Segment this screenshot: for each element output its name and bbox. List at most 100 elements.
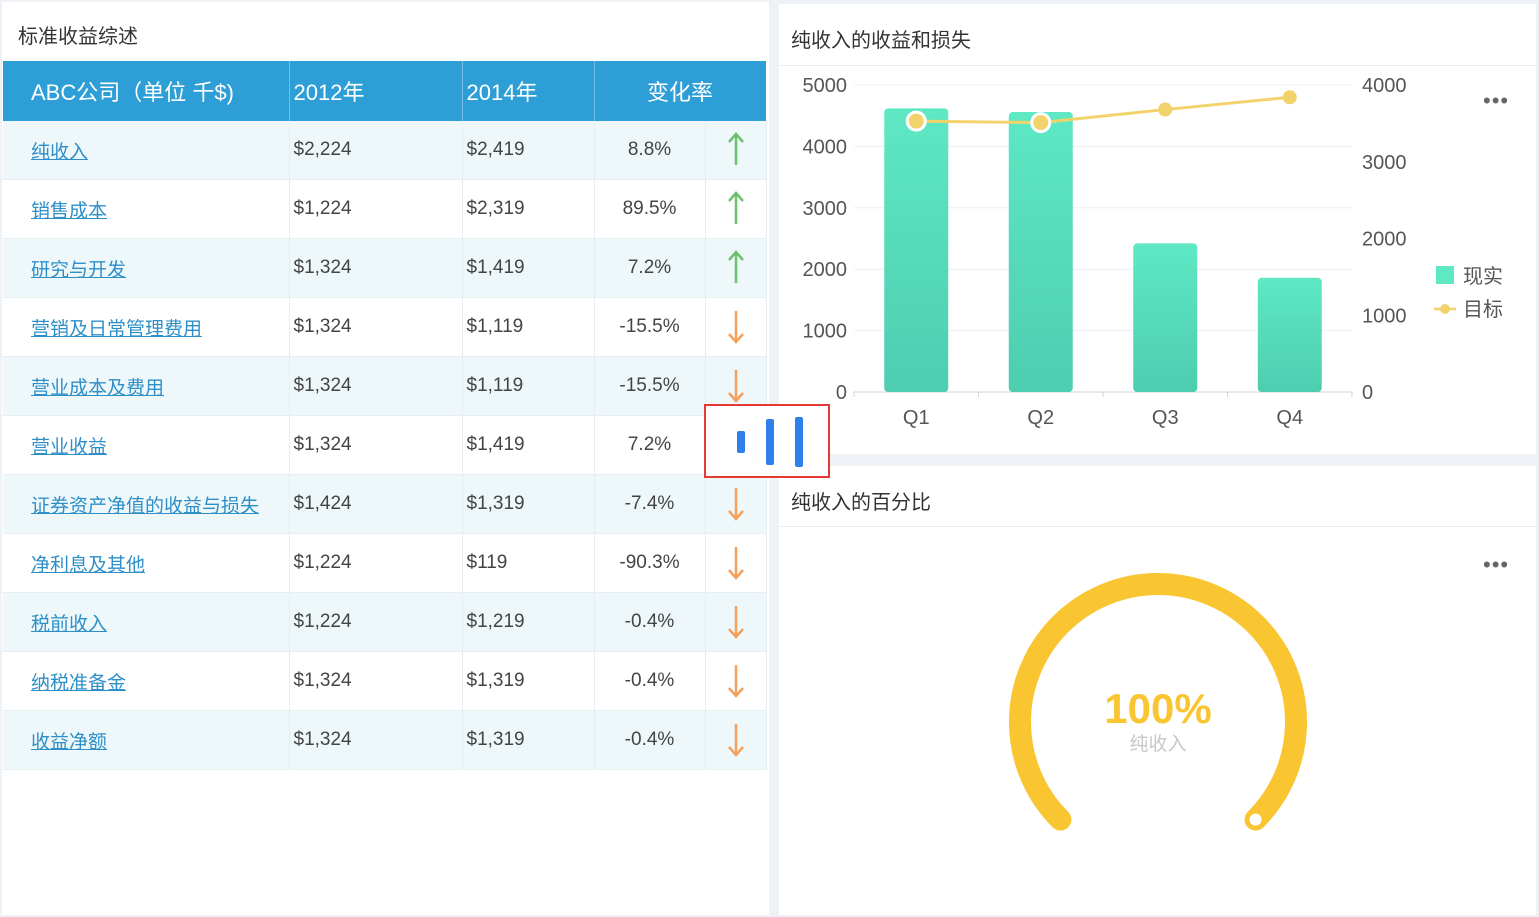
- table-header-row: ABC公司（单位 千$) 2012年 2014年 变化率: [3, 61, 767, 121]
- column-header-company[interactable]: ABC公司（单位 千$): [3, 61, 290, 121]
- value-2014-cell: $1,219: [462, 592, 595, 652]
- income-chart-panel: 纯收入的收益和损失 0 1000 2000 3000 4000 5000 0 1000 2000…: [779, 4, 1536, 454]
- y-right-tick-label: 4000: [1362, 75, 1407, 97]
- row-name-link[interactable]: 证券资产净值的收益与损失: [31, 495, 260, 517]
- trend-cell: [705, 710, 767, 770]
- y-right-tick-label: 1000: [1362, 305, 1407, 327]
- legend-swatch-actual: [1436, 266, 1454, 284]
- panel-divider: [779, 65, 1536, 66]
- value-2012-cell: $1,224: [289, 533, 463, 593]
- value-2014-cell: $1,419: [462, 238, 595, 298]
- target-line: [916, 95, 1290, 125]
- row-name-cell: 纯收入: [3, 121, 290, 180]
- x-tick-label: Q3: [1152, 407, 1179, 429]
- table-row: 收益净额 $1,324 $1,319 -0.4%: [3, 710, 767, 770]
- trend-cell: [705, 121, 767, 180]
- panel-divider: [779, 526, 1536, 527]
- row-name-cell: 营销及日常管理费用: [3, 297, 290, 357]
- row-name-link[interactable]: 净利息及其他: [31, 554, 146, 576]
- row-name-link[interactable]: 销售成本: [31, 200, 108, 222]
- row-name-cell: 税前收入: [3, 592, 290, 652]
- row-name-link[interactable]: 收益净额: [31, 731, 108, 753]
- legend-label-target: 目标: [1463, 298, 1503, 321]
- y-left-tick-label: 2000: [803, 259, 848, 281]
- row-name-cell: 营业收益: [3, 415, 290, 475]
- change-rate-cell: -15.5%: [594, 297, 706, 357]
- panel-title: 纯收入的收益和损失: [791, 30, 971, 52]
- arrow-down-icon: [727, 311, 744, 344]
- bar-q1: [884, 108, 949, 392]
- more-options-icon[interactable]: •••: [1483, 88, 1510, 113]
- row-name-link[interactable]: 研究与开发: [31, 259, 127, 281]
- row-name-cell: 纳税准备金: [3, 651, 290, 711]
- value-2014-cell: $1,319: [462, 474, 595, 534]
- change-rate-cell: 7.2%: [594, 238, 706, 298]
- arrow-up-icon: [727, 191, 744, 224]
- row-name-link[interactable]: 营业收益: [31, 436, 108, 458]
- panel-title: 标准收益综述: [18, 26, 138, 48]
- row-name-link[interactable]: 营业成本及费用: [31, 377, 165, 399]
- y-right-tick-label: 0: [1362, 382, 1373, 404]
- arrow-down-icon: [727, 370, 744, 403]
- arrow-down-icon: [727, 665, 744, 698]
- chart-type-highlight-box[interactable]: [704, 404, 830, 478]
- table-row: 销售成本 $1,224 $2,319 89.5%: [3, 179, 767, 239]
- row-name-cell: 收益净额: [3, 710, 290, 770]
- row-name-cell: 研究与开发: [3, 238, 290, 298]
- change-rate-cell: 89.5%: [594, 179, 706, 239]
- row-name-cell: 销售成本: [3, 179, 290, 239]
- table-row: 纯收入 $2,224 $2,419 8.8%: [3, 121, 767, 180]
- row-name-link[interactable]: 纯收入: [31, 141, 89, 163]
- value-2014-cell: $1,319: [462, 710, 595, 770]
- value-2012-cell: $1,224: [289, 179, 463, 239]
- value-2012-cell: $1,224: [289, 592, 463, 652]
- row-name-link[interactable]: 营销及日常管理费用: [31, 318, 203, 340]
- y-left-tick-label: 1000: [803, 321, 848, 343]
- gauge-sub-label: 纯收入: [1129, 733, 1186, 755]
- gauge-value-label: 100%: [1104, 685, 1211, 732]
- trend-cell: [705, 651, 767, 711]
- trend-cell: [705, 533, 767, 593]
- value-2012-cell: $1,324: [289, 356, 463, 416]
- bar-chart-icon-bar-short: [737, 431, 745, 453]
- target-point: [1158, 102, 1173, 117]
- change-rate-cell: -7.4%: [594, 474, 706, 534]
- x-tick-label: Q1: [903, 407, 930, 429]
- value-2012-cell: $1,324: [289, 238, 463, 298]
- table-row: 证券资产净值的收益与损失 $1,424 $1,319 -7.4%: [3, 474, 767, 534]
- row-name-link[interactable]: 纳税准备金: [31, 672, 127, 694]
- x-tick-label: Q2: [1027, 407, 1054, 429]
- gauge-end-marker: [1249, 813, 1262, 826]
- value-2014-cell: $2,419: [462, 121, 595, 180]
- column-header-change-rate[interactable]: 变化率: [594, 61, 767, 121]
- trend-cell: [705, 179, 767, 239]
- target-point: [1030, 112, 1052, 134]
- value-2014-cell: $2,319: [462, 179, 595, 239]
- income-percentage-panel: 纯收入的百分比 100% 纯收入 •••: [779, 466, 1536, 915]
- y-left-tick-label: 4000: [803, 136, 848, 158]
- change-rate-cell: -15.5%: [594, 356, 706, 416]
- arrow-up-icon: [727, 132, 744, 165]
- revenue-table: ABC公司（单位 千$) 2012年 2014年 变化率 纯收入 $2,224 $2…: [3, 61, 767, 770]
- legend-marker-target: [1440, 304, 1450, 314]
- column-header-2014[interactable]: 2014年: [462, 61, 595, 121]
- target-point: [1282, 90, 1297, 105]
- row-name-cell: 证券资产净值的收益与损失: [3, 474, 290, 534]
- bar-q3: [1133, 243, 1198, 392]
- table-row: 税前收入 $1,224 $1,219 -0.4%: [3, 592, 767, 652]
- value-2014-cell: $1,119: [462, 356, 595, 416]
- bar-q2: [1008, 112, 1073, 393]
- revenue-summary-panel: 标准收益综述 ABC公司（单位 千$) 2012年 2014年 变化率 纯收入 $…: [2, 2, 769, 915]
- value-2014-cell: $1,119: [462, 297, 595, 357]
- gauge-arc: [1009, 573, 1307, 831]
- more-options-icon[interactable]: •••: [1483, 552, 1510, 577]
- column-header-2012[interactable]: 2012年: [289, 61, 463, 121]
- income-gauge: 100% 纯收入: [1009, 573, 1307, 831]
- value-2014-cell: $119: [462, 533, 595, 593]
- y-left-tick-label: 5000: [803, 75, 848, 97]
- x-tick-label: Q4: [1276, 407, 1303, 429]
- trend-cell: [705, 238, 767, 298]
- y-right-tick-label: 3000: [1362, 152, 1407, 174]
- arrow-down-icon: [727, 547, 744, 580]
- row-name-link[interactable]: 税前收入: [31, 613, 108, 635]
